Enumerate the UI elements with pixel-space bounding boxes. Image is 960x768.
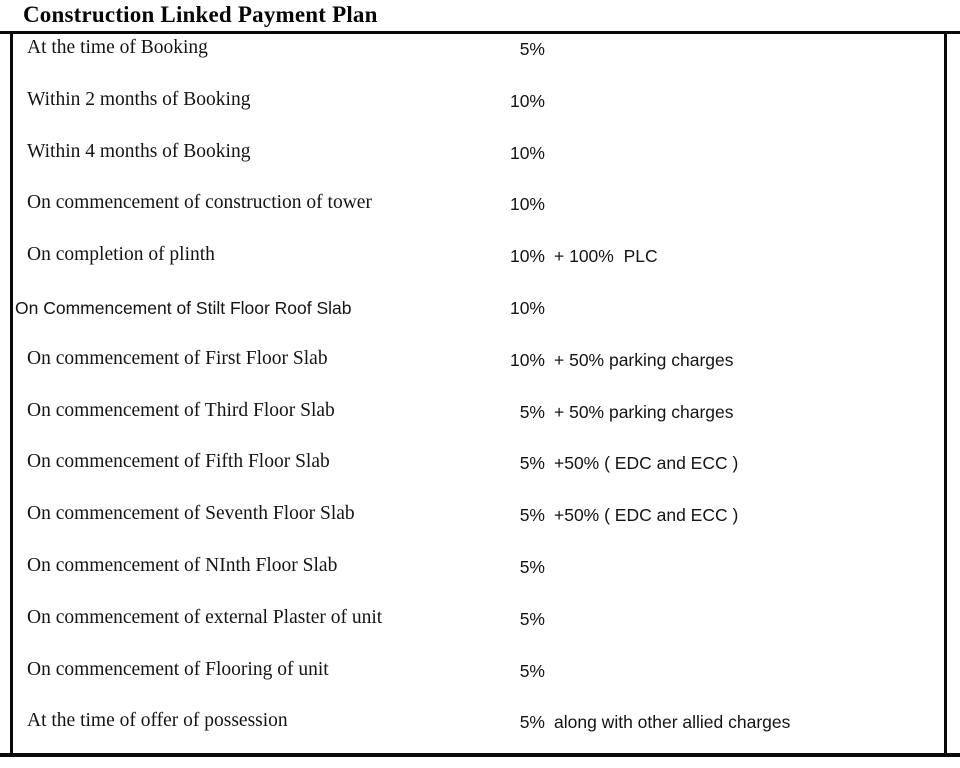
percent-value: 5% bbox=[519, 660, 545, 681]
percent-value: 10% bbox=[509, 297, 545, 318]
table-row: At the time of Booking 5% bbox=[13, 34, 944, 86]
payment-table-rows: At the time of Booking 5% Within 2 month… bbox=[13, 34, 944, 753]
milestone-cell: Within 4 months of Booking bbox=[27, 140, 251, 162]
percent-value: 5% bbox=[519, 712, 545, 733]
table-right-border bbox=[944, 31, 947, 757]
payment-cell: 5% bbox=[480, 557, 545, 578]
percent-value: 10% bbox=[509, 194, 545, 215]
table-row: On commencement of Seventh Floor Slab 5%… bbox=[13, 500, 944, 552]
table-row: Within 2 months of Booking 10% bbox=[13, 86, 944, 138]
percent-value: 5% bbox=[519, 556, 545, 577]
milestone-cell: On commencement of First Floor Slab bbox=[27, 347, 328, 369]
table-row: On commencement of Third Floor Slab 5% + … bbox=[13, 397, 944, 449]
percent-value: 10% bbox=[509, 349, 545, 370]
milestone-cell: Within 2 months of Booking bbox=[27, 88, 251, 110]
extra-value: along with other allied charges bbox=[554, 712, 791, 733]
payment-cell: 10% + 100% PLC bbox=[480, 246, 658, 267]
percent-value: 5% bbox=[519, 401, 545, 422]
payment-cell: 5% along with other allied charges bbox=[480, 712, 791, 733]
milestone-cell: On commencement of external Plaster of u… bbox=[27, 606, 383, 628]
milestone-cell: On commencement of NInth Floor Slab bbox=[27, 554, 338, 576]
milestone-cell: At the time of Booking bbox=[27, 37, 208, 58]
milestone-cell: On commencement of Seventh Floor Slab bbox=[27, 503, 355, 525]
payment-cell: 5% +50% ( EDC and ECC ) bbox=[480, 505, 739, 526]
table-row: At the time of offer of possession 5% alo… bbox=[13, 707, 944, 753]
milestone-cell: On commencement of construction of tower bbox=[27, 192, 372, 214]
payment-cell: 10% bbox=[480, 91, 545, 112]
payment-cell: 5% bbox=[480, 39, 545, 60]
milestone-cell: At the time of offer of possession bbox=[27, 710, 288, 732]
extra-value: + 100% PLC bbox=[554, 246, 658, 267]
table-row: On commencement of external Plaster of u… bbox=[13, 604, 944, 656]
milestone-cell: On completion of plinth bbox=[27, 244, 215, 266]
milestone-cell: On commencement of Fifth Floor Slab bbox=[27, 451, 330, 473]
percent-value: 10% bbox=[509, 90, 545, 111]
payment-cell: 10% bbox=[480, 194, 545, 215]
table-row: On completion of plinth 10% + 100% PLC bbox=[13, 241, 944, 293]
payment-cell: 10% bbox=[480, 143, 545, 164]
extra-value: +50% ( EDC and ECC ) bbox=[554, 505, 739, 526]
milestone-cell: On commencement of Third Floor Slab bbox=[27, 399, 335, 421]
page-title: Construction Linked Payment Plan bbox=[23, 2, 378, 27]
table-row: On commencement of construction of tower… bbox=[13, 189, 944, 241]
table-top-border bbox=[0, 31, 960, 34]
milestone-cell: On commencement of Flooring of unit bbox=[27, 658, 329, 680]
percent-value: 5% bbox=[519, 453, 545, 474]
percent-value: 5% bbox=[519, 608, 545, 629]
table-bottom-border bbox=[0, 753, 960, 757]
table-row: On commencement of First Floor Slab 10% +… bbox=[13, 345, 944, 397]
table-left-border bbox=[10, 31, 13, 757]
table-row: On commencement of Fifth Floor Slab 5% +5… bbox=[13, 448, 944, 500]
percent-value: 5% bbox=[519, 505, 545, 526]
milestone-cell: On Commencement of Stilt Floor Roof Slab bbox=[15, 297, 352, 318]
table-row: Within 4 months of Booking 10% bbox=[13, 138, 944, 190]
percent-value: 10% bbox=[509, 246, 545, 267]
table-row: On commencement of Flooring of unit 5% bbox=[13, 656, 944, 708]
payment-cell: 5% bbox=[480, 609, 545, 630]
payment-cell: 10% bbox=[480, 298, 545, 319]
payment-cell: 5% +50% ( EDC and ECC ) bbox=[480, 453, 739, 474]
percent-value: 10% bbox=[509, 142, 545, 163]
payment-cell: 10% + 50% parking charges bbox=[480, 350, 734, 371]
payment-cell: 5% + 50% parking charges bbox=[480, 402, 734, 423]
extra-value: + 50% parking charges bbox=[554, 349, 734, 370]
payment-cell: 5% bbox=[480, 661, 545, 682]
extra-value: + 50% parking charges bbox=[554, 401, 734, 422]
extra-value: +50% ( EDC and ECC ) bbox=[554, 453, 739, 474]
table-row: On commencement of NInth Floor Slab 5% bbox=[13, 552, 944, 604]
percent-value: 5% bbox=[519, 39, 545, 59]
table-row: On Commencement of Stilt Floor Roof Slab… bbox=[13, 293, 944, 345]
